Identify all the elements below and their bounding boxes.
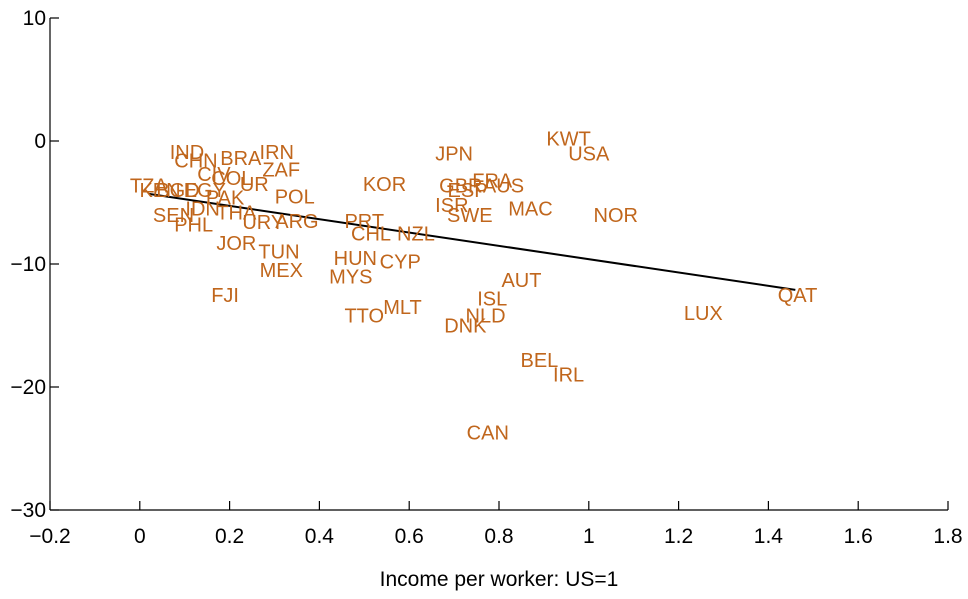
- point-label-isl: ISL: [477, 288, 507, 310]
- point-label-nzl: NZL: [397, 223, 435, 245]
- point-label-sen: SEN: [153, 205, 194, 227]
- point-label-bra: BRA: [220, 148, 262, 170]
- x-tick-label: 0.2: [215, 525, 244, 548]
- point-label-ind: IND: [170, 142, 204, 164]
- point-label-ur: UR: [240, 174, 269, 196]
- point-label-chn: CHN: [174, 151, 217, 173]
- fit-line: [148, 192, 796, 291]
- point-label-fji: FJI: [211, 285, 239, 307]
- point-label-lux: LUX: [684, 303, 723, 325]
- point-label-nor: NOR: [594, 205, 638, 227]
- point-label-mac: MAC: [508, 199, 552, 221]
- point-label-gbr: GBR: [439, 175, 482, 197]
- point-label-jpn: JPN: [435, 143, 473, 165]
- point-label-swe: SWE: [447, 205, 493, 227]
- point-label-hun: HUN: [334, 248, 377, 270]
- point-label-bgd: BGD: [156, 180, 199, 202]
- point-label-pol: POL: [275, 186, 315, 208]
- y-tick-label: −30: [10, 499, 46, 522]
- point-label-kwt: KWT: [546, 129, 590, 151]
- point-label-usa: USA: [568, 143, 610, 165]
- x-tick-label: 1.2: [664, 525, 693, 548]
- point-label-ken: KEN: [139, 180, 180, 202]
- point-label-civ: CIV: [197, 164, 231, 186]
- point-label-fra: FRA: [472, 170, 513, 192]
- point-label-tza: TZA: [130, 175, 168, 197]
- point-label-chl: CHL: [351, 223, 391, 245]
- point-label-kor: KOR: [363, 174, 406, 196]
- point-label-aut: AUT: [501, 270, 541, 292]
- point-label-bel: BEL: [521, 350, 559, 372]
- x-axis-title: Income per worker: US=1: [380, 568, 619, 591]
- x-tick-label: 0: [134, 525, 146, 548]
- y-tick-label: 0: [34, 130, 46, 153]
- point-label-tun: TUN: [258, 242, 299, 264]
- point-label-prt: PRT: [344, 211, 384, 233]
- x-tick-label: 1.8: [933, 525, 962, 548]
- point-label-isr: ISR: [435, 195, 468, 217]
- point-label-irn: IRN: [260, 142, 294, 164]
- x-tick-label: 0.4: [305, 525, 335, 548]
- y-ticks: 10 0 −10 −20 −30: [10, 7, 59, 522]
- point-label-phl: PHL: [174, 215, 213, 237]
- point-label-ury: URY: [242, 212, 284, 234]
- point-label-dnk: DNK: [444, 316, 487, 338]
- point-label-mex: MEX: [260, 260, 303, 282]
- point-label-mys: MYS: [329, 266, 372, 288]
- y-tick-label: −10: [10, 253, 46, 276]
- point-label-can: CAN: [467, 423, 509, 445]
- x-tick-label: 0.6: [395, 525, 424, 548]
- x-tick-label: 1.4: [754, 525, 784, 548]
- x-tick-label: 1: [583, 525, 595, 548]
- point-label-col: COL: [211, 168, 252, 190]
- point-label-aus: AUS: [483, 175, 524, 197]
- y-tick-label: 10: [23, 7, 46, 30]
- point-label-esp: ESP: [448, 180, 488, 202]
- fit-line-group: [148, 192, 796, 291]
- point-label-egy: EGY: [184, 180, 226, 202]
- point-label-irl: IRL: [553, 365, 584, 387]
- point-label-pak: PAK: [206, 188, 245, 210]
- x-tick-label: −0.2: [29, 525, 70, 548]
- x-tick-label: 1.6: [844, 525, 873, 548]
- x-ticks: −0.2 0 0.2 0.4 0.6 0.8 1 1.2 1.4 1.6 1.8: [29, 501, 963, 548]
- point-label-arg: ARG: [275, 211, 318, 233]
- point-label-idn: IDN: [185, 199, 219, 221]
- point-label-nld: NLD: [466, 306, 506, 328]
- point-label-tto: TTO: [344, 306, 384, 328]
- x-tick-label: 0.8: [484, 525, 513, 548]
- point-label-qat: QAT: [778, 285, 818, 307]
- point-label-cyp: CYP: [380, 252, 421, 274]
- point-label-tha: THA: [216, 202, 257, 224]
- y-tick-label: −20: [10, 376, 46, 399]
- point-label-zaf: ZAF: [262, 159, 300, 181]
- point-label-mlt: MLT: [383, 297, 422, 319]
- point-label-jor: JOR: [216, 233, 256, 255]
